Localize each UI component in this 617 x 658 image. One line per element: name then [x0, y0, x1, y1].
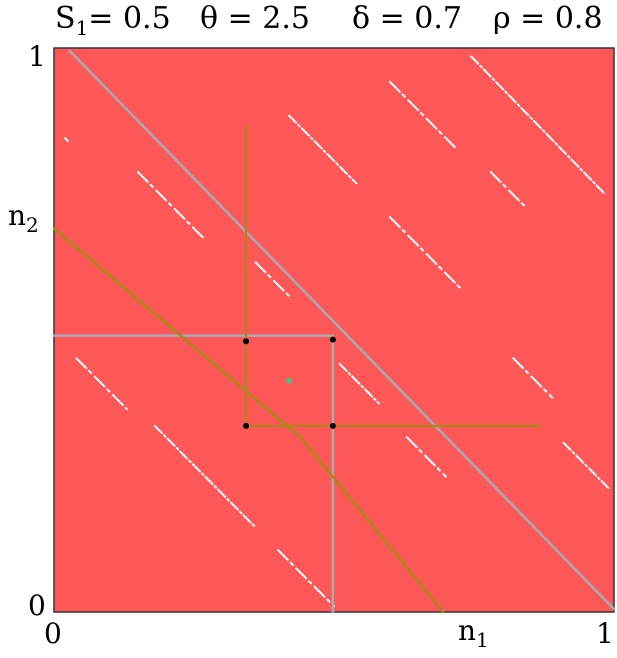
numeric-streak: [389, 216, 464, 292]
numeric-streak: [389, 80, 459, 151]
numeric-streak: [470, 55, 607, 196]
param-s1-value: = 0.5: [88, 1, 171, 36]
numeric-streak: [489, 171, 526, 207]
equilibrium-point: [243, 422, 250, 429]
olive-diagonal-segment: [299, 435, 445, 614]
x-axis-max-label: 1: [596, 617, 614, 650]
numeric-streak: [288, 114, 358, 185]
green-point: [286, 377, 293, 384]
numeric-streak: [562, 441, 610, 489]
numeric-streak: [153, 424, 257, 529]
y-axis-min-label: 0: [28, 589, 46, 622]
equilibrium-point: [329, 422, 336, 429]
numeric-streak: [338, 362, 380, 405]
x-axis-label: n1: [458, 614, 489, 653]
gray-diagonal-line: [68, 49, 616, 611]
numeric-streak: [75, 357, 128, 410]
numeric-streak: [512, 357, 554, 399]
x-axis-min-label: 0: [44, 617, 62, 650]
param-theta: θ = 2.5: [200, 1, 310, 36]
numeric-streak: [277, 548, 335, 608]
param-s1-symbol: S: [55, 1, 76, 36]
param-delta: δ = 0.7: [352, 1, 462, 36]
numeric-streak: [254, 261, 291, 298]
y-axis-label: n2: [8, 199, 39, 238]
equilibrium-point: [243, 338, 250, 345]
numeric-streak: [64, 137, 69, 143]
param-rho: ρ = 0.8: [493, 1, 603, 36]
numeric-streak: [137, 171, 207, 241]
olive-diagonal-line: [52, 227, 302, 439]
param-s1-subscript: 1: [75, 16, 89, 40]
equilibrium-point: [329, 336, 336, 343]
numeric-streak: [405, 436, 447, 478]
param-s1: S1= 0.5: [55, 2, 171, 45]
y-axis-max-label: 1: [28, 40, 46, 73]
